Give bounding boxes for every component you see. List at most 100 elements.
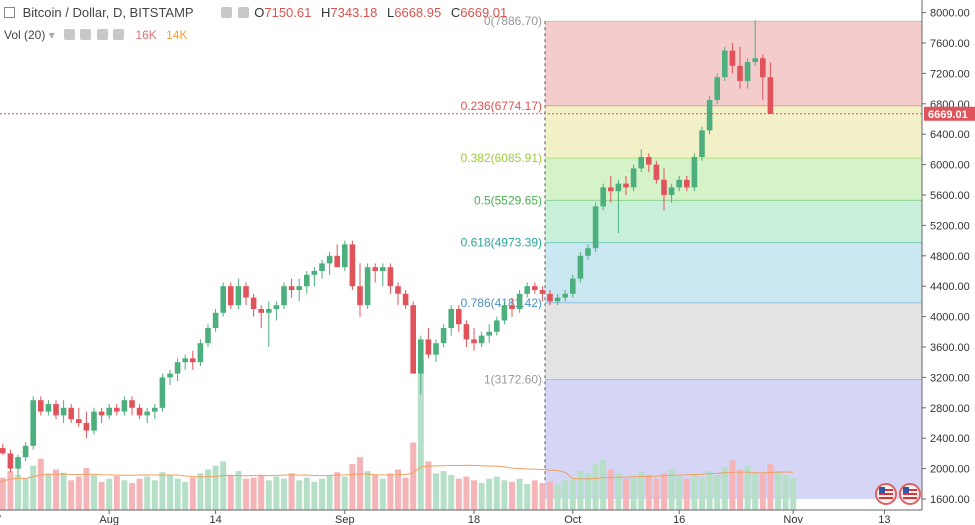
candle bbox=[516, 290, 523, 313]
settings-icon[interactable] bbox=[220, 7, 232, 18]
event-flags[interactable] bbox=[875, 483, 921, 505]
candle bbox=[699, 126, 705, 161]
gear-icon[interactable] bbox=[80, 29, 92, 40]
candle-body bbox=[372, 267, 378, 271]
high-value: 7343.18 bbox=[330, 5, 378, 20]
volume-bar bbox=[630, 476, 637, 510]
candle bbox=[410, 301, 416, 374]
candle bbox=[509, 297, 515, 317]
candle-body bbox=[235, 286, 242, 306]
candle bbox=[615, 179, 622, 233]
candle-body bbox=[494, 320, 500, 332]
volume-bar bbox=[334, 472, 341, 510]
fibonacci-retracement[interactable]: 0(7886.70) 0.236(6774.17) 0.382(6085.91) 0.… bbox=[461, 14, 922, 499]
candle-body bbox=[539, 290, 546, 294]
open-label: O bbox=[254, 5, 265, 20]
candle-body bbox=[182, 358, 188, 363]
us-flag-icon[interactable] bbox=[899, 483, 921, 505]
candle bbox=[364, 263, 371, 309]
candle bbox=[53, 400, 59, 420]
candle bbox=[357, 263, 363, 317]
fib-zone bbox=[545, 158, 922, 201]
volume-bar bbox=[341, 476, 348, 510]
candle-body bbox=[357, 286, 363, 306]
volume-bar bbox=[53, 469, 59, 510]
candle bbox=[380, 263, 386, 287]
volume-bar bbox=[281, 478, 287, 510]
volume-bar bbox=[182, 481, 189, 510]
volume-bar bbox=[524, 484, 531, 510]
candle bbox=[653, 160, 660, 184]
candle bbox=[668, 183, 675, 203]
price-tick-label: 8000.00 bbox=[930, 8, 970, 20]
candle-body bbox=[53, 404, 59, 416]
us-flag-icon[interactable] bbox=[875, 483, 897, 505]
candle bbox=[68, 404, 74, 423]
price-axis[interactable]: 8000.007600.007200.006800.006400.006000.… bbox=[921, 0, 975, 525]
candle-body bbox=[668, 187, 675, 195]
candle bbox=[592, 202, 599, 252]
price-tick-label: 5200.00 bbox=[930, 220, 970, 232]
volume-bar bbox=[83, 467, 90, 510]
candle-body bbox=[478, 335, 485, 344]
candle bbox=[691, 153, 698, 192]
price-tick-label: 7200.00 bbox=[930, 68, 970, 80]
volume-bar bbox=[676, 476, 683, 510]
candle-body bbox=[433, 343, 439, 355]
fib-zone bbox=[545, 105, 922, 159]
candle bbox=[0, 443, 6, 455]
candle-body bbox=[592, 206, 599, 249]
candle-body bbox=[349, 244, 356, 287]
time-tick-label: Sep bbox=[335, 514, 355, 525]
candle bbox=[258, 305, 264, 328]
price-tick-label: 7600.00 bbox=[930, 38, 970, 50]
candle bbox=[684, 176, 690, 192]
candle-body bbox=[722, 50, 728, 78]
volume-bar bbox=[15, 474, 21, 510]
candle bbox=[372, 263, 378, 283]
eye-icon[interactable] bbox=[64, 29, 76, 40]
more-icon[interactable] bbox=[237, 7, 249, 18]
fib-zone bbox=[545, 302, 922, 380]
candle-body bbox=[91, 411, 97, 431]
candle bbox=[562, 290, 568, 302]
candle-body bbox=[638, 157, 644, 169]
last-price-label: 6669.01 bbox=[928, 109, 968, 121]
volume-bar bbox=[159, 472, 166, 510]
dropdown-icon[interactable]: ▾ bbox=[48, 28, 55, 42]
candle bbox=[273, 301, 280, 321]
volume-bar bbox=[509, 481, 515, 510]
collapse-icon[interactable] bbox=[4, 7, 15, 18]
volume-bar bbox=[144, 476, 151, 510]
candle-body bbox=[228, 286, 234, 306]
close-icon[interactable] bbox=[113, 29, 125, 40]
candle bbox=[585, 244, 591, 260]
volume-bar bbox=[75, 476, 82, 510]
fib-zone bbox=[545, 200, 922, 243]
candle bbox=[486, 324, 492, 344]
candle bbox=[83, 411, 90, 439]
volume-bar bbox=[790, 477, 797, 510]
candle-body bbox=[440, 328, 447, 344]
volume-bar bbox=[577, 471, 584, 510]
price-tick-label: 5600.00 bbox=[930, 190, 970, 202]
candle-body bbox=[190, 358, 196, 363]
volume-bar bbox=[357, 457, 363, 510]
fib-level-label: 0.618(4973.39) bbox=[461, 236, 542, 250]
volume-bar bbox=[721, 466, 728, 510]
candle bbox=[235, 278, 242, 309]
candle-body bbox=[136, 407, 143, 416]
volume-bar bbox=[448, 474, 455, 510]
candle bbox=[243, 282, 249, 306]
volume-bar bbox=[668, 469, 675, 510]
volume-bar bbox=[167, 474, 173, 510]
candle bbox=[729, 43, 736, 74]
time-axis[interactable]: 17 Aug 14 Sep 18 Oct 16 Nov 13 bbox=[0, 509, 922, 525]
volume-bar bbox=[615, 473, 622, 510]
candle bbox=[296, 278, 302, 302]
volume-bar bbox=[478, 483, 485, 510]
add-icon[interactable] bbox=[96, 29, 108, 40]
volume-bar bbox=[592, 464, 599, 510]
volume-bar bbox=[235, 471, 242, 510]
